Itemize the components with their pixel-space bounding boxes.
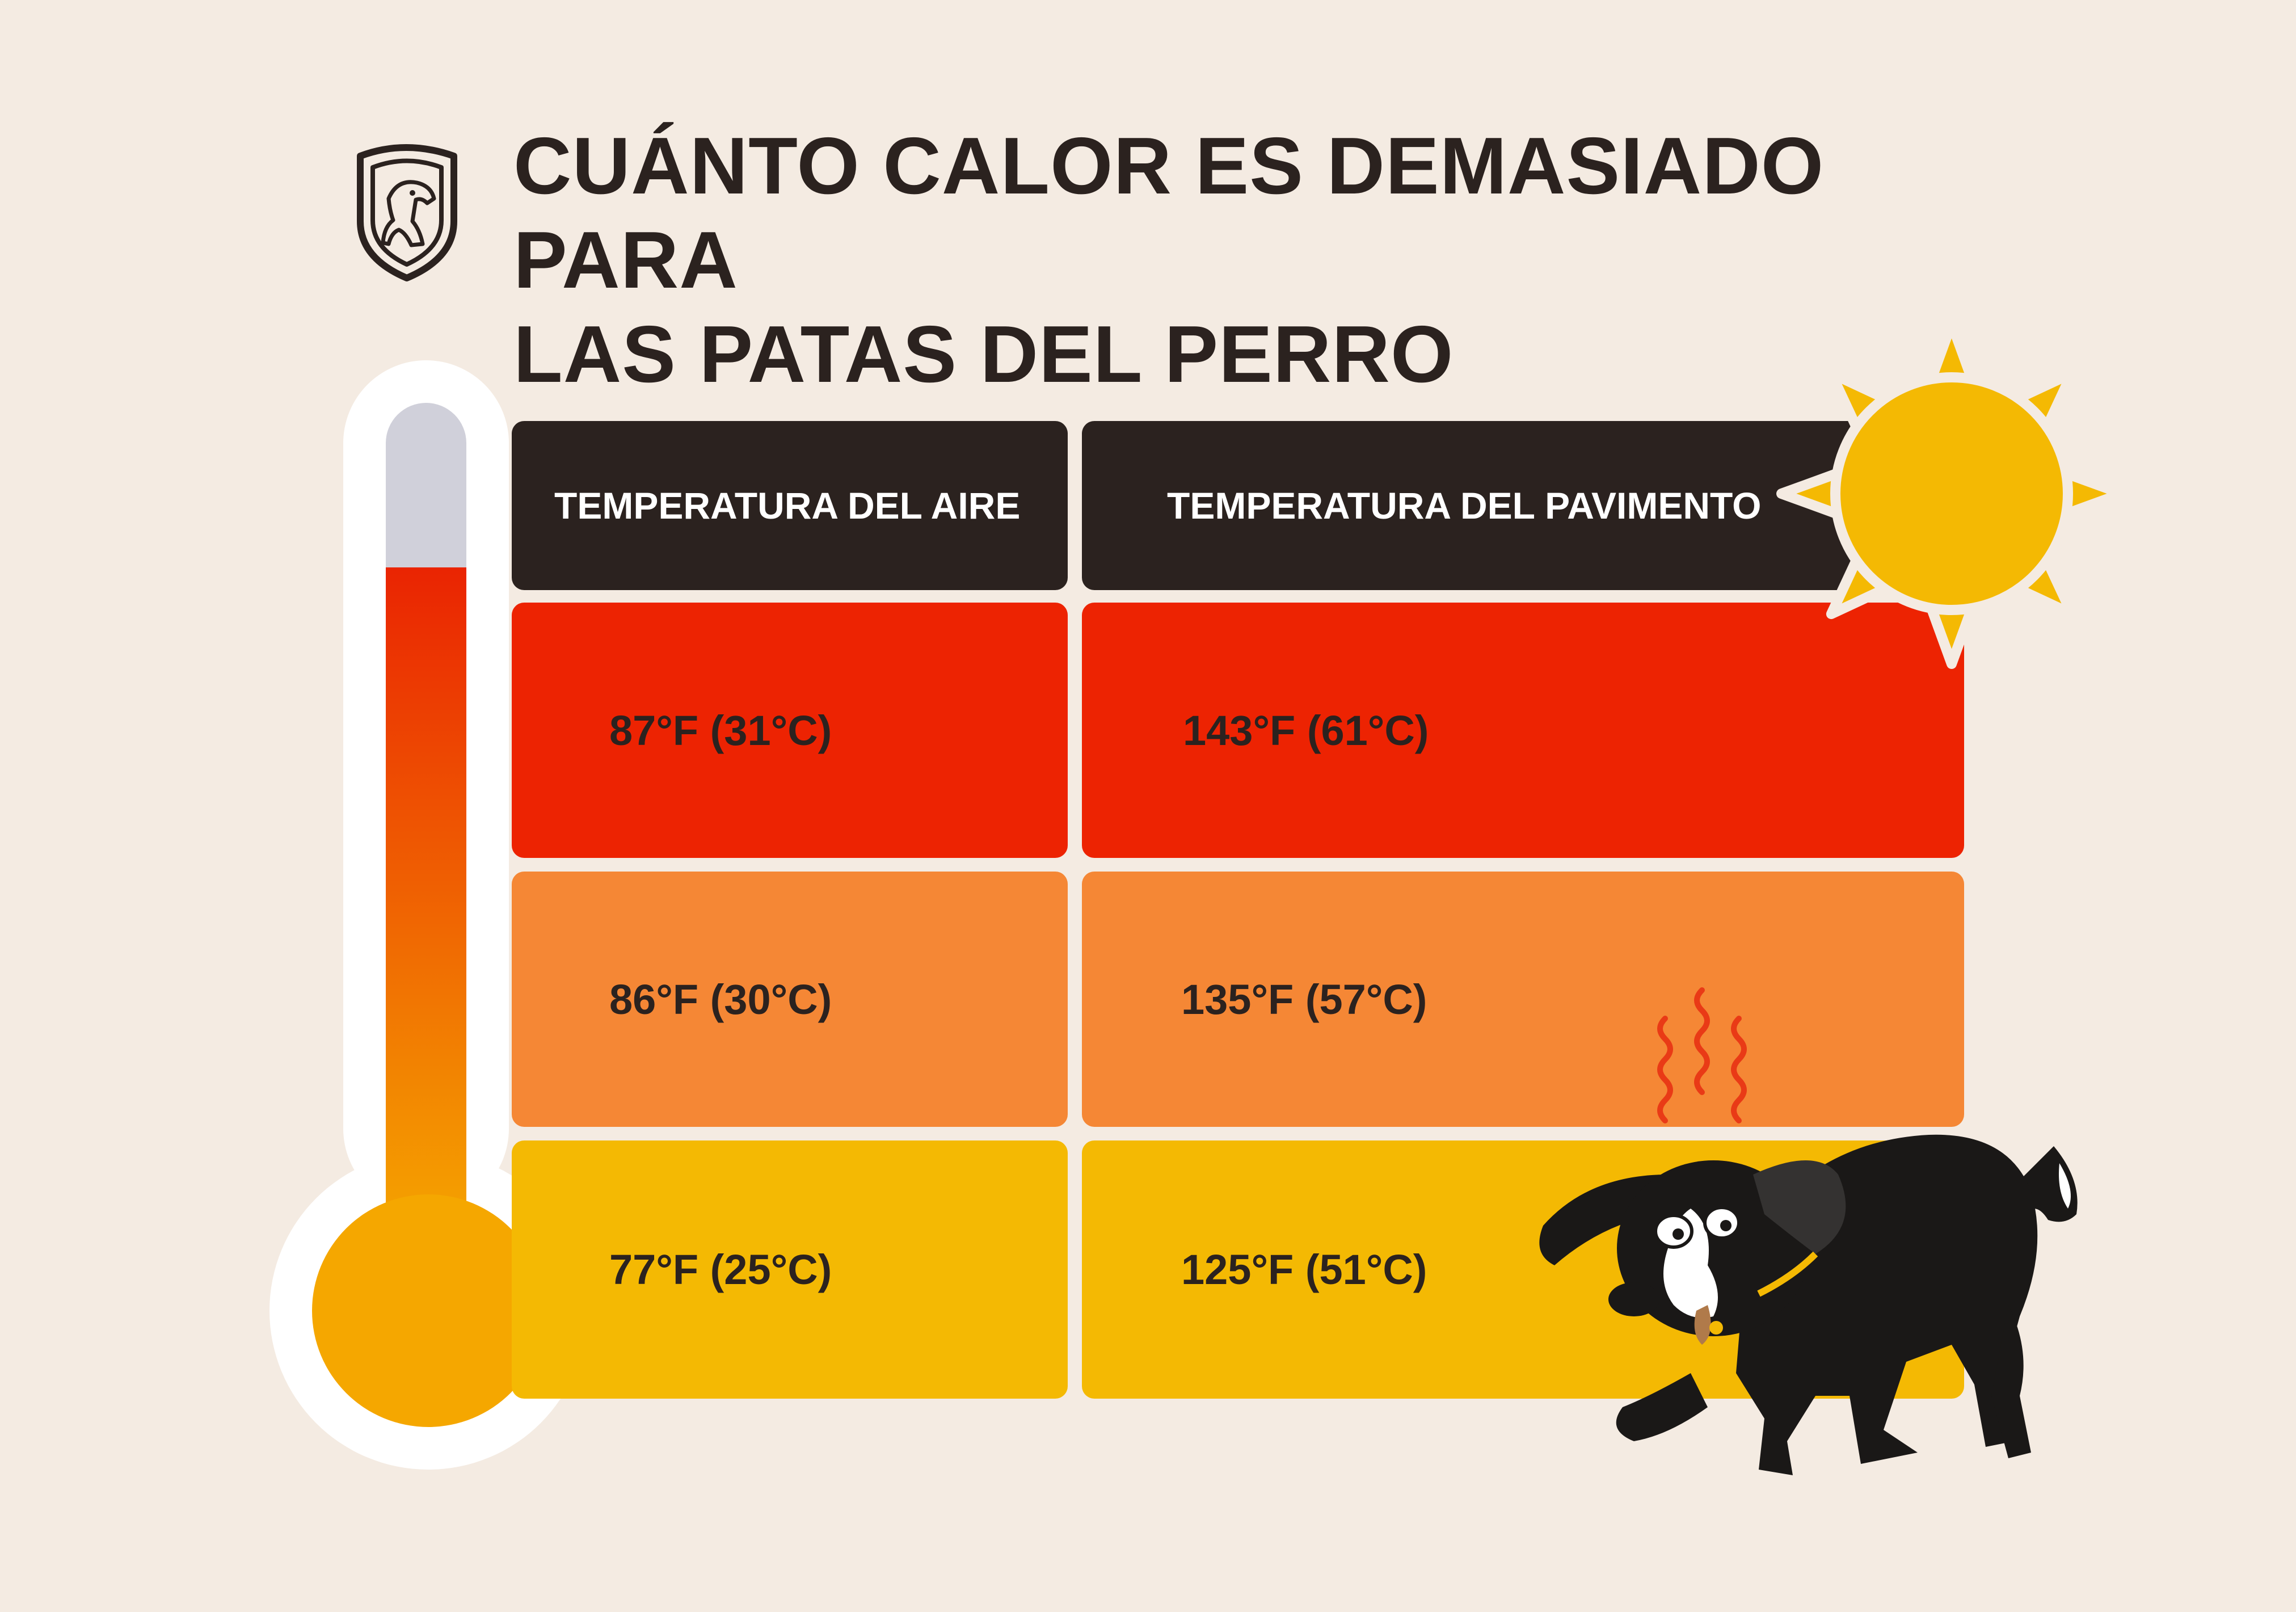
air-temp-row-1: 87°F (31°C) (512, 603, 1068, 858)
header-pavement-temperature: TEMPERATURA DEL PAVIMENTO (1082, 421, 1910, 590)
sun-icon (1767, 321, 2125, 684)
pavement-temp-row-2: 135°F (57°C) (1082, 872, 1964, 1127)
header-air-temperature: TEMPERATURA DEL AIRE (512, 421, 1068, 590)
title-line-1: CUÁNTO CALOR ES DEMASIADO PARA (513, 121, 1825, 305)
air-temp-row-3: 77°F (25°C) (512, 1140, 1068, 1399)
title-line-2: LAS PATAS DEL PERRO (513, 309, 1454, 399)
dog-illustration (1520, 1078, 2145, 1498)
dog-shield-logo-icon (349, 136, 465, 284)
air-temp-row-2: 86°F (30°C) (512, 872, 1068, 1127)
pavement-temp-row-1: 143°F (61°C) (1082, 603, 1964, 858)
heat-waves-icon (1648, 984, 1762, 1132)
page-title: CUÁNTO CALOR ES DEMASIADO PARA LAS PATAS… (513, 119, 2045, 402)
thermometer-icon (269, 357, 596, 1472)
